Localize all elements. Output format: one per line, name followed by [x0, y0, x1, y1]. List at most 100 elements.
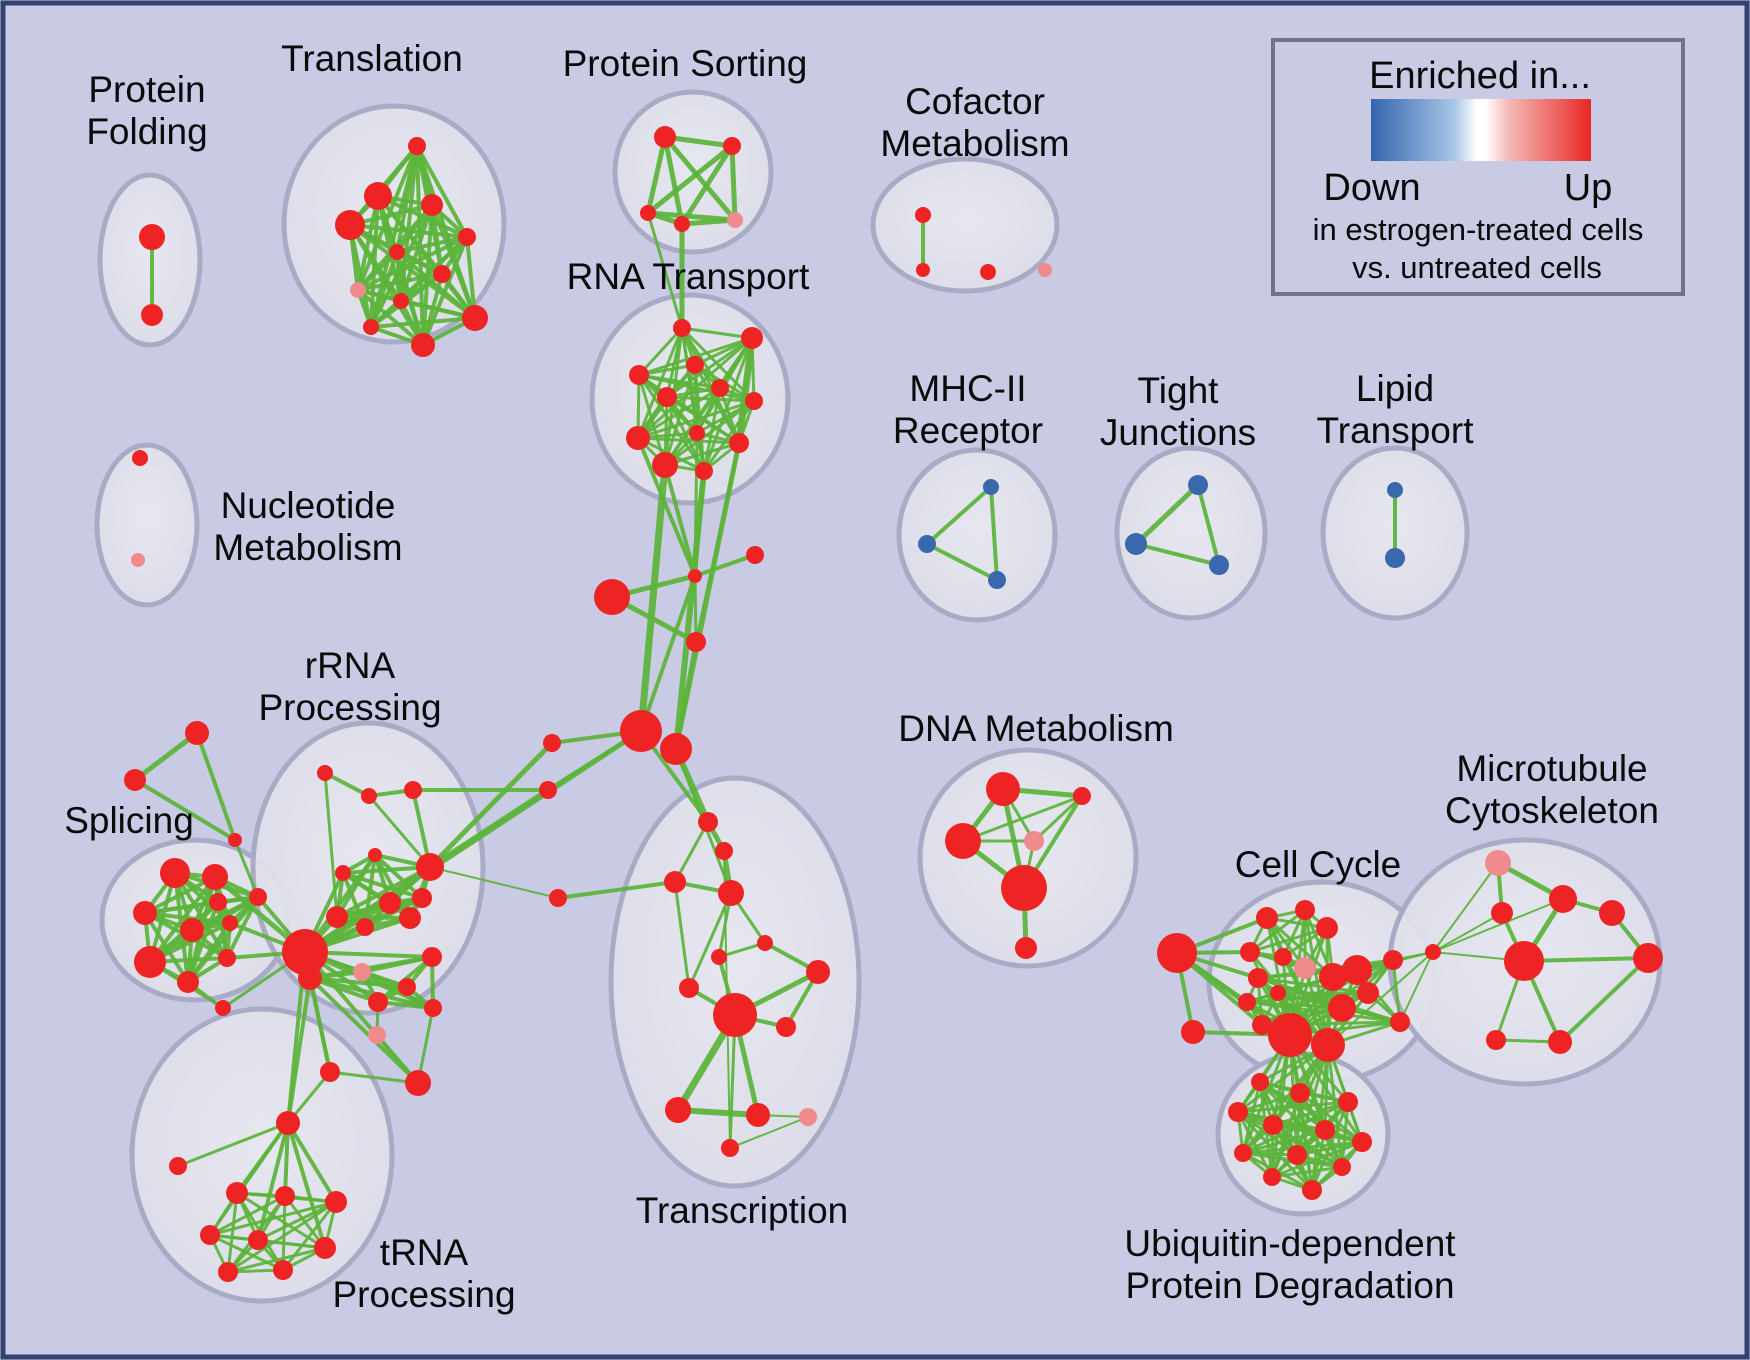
node-r12: [368, 992, 388, 1012]
node-rt9: [689, 425, 705, 441]
edge: [679, 217, 738, 227]
node-r16: [405, 1070, 431, 1096]
edge: [427, 740, 555, 870]
edge: [415, 144, 469, 239]
cluster-label-nucleotide-metabolism: Nucleotide: [221, 485, 396, 526]
node-cc2: [1256, 907, 1278, 929]
edge: [369, 250, 399, 329]
cluster-label-tight-junctions: Tight: [1138, 370, 1220, 411]
node-u7: [1352, 1132, 1372, 1152]
node-R1b: [298, 966, 322, 990]
node-s1: [185, 721, 209, 745]
node-tr14: [799, 1108, 817, 1126]
node-s3: [228, 833, 242, 847]
node-m1: [688, 569, 702, 583]
node-rt5: [657, 387, 677, 407]
edge: [356, 272, 444, 292]
edge: [256, 1200, 338, 1242]
node-s13: [218, 949, 236, 967]
node-s7: [180, 918, 204, 942]
edge: [308, 976, 420, 1085]
node-m3: [594, 579, 630, 615]
node-rt12: [695, 462, 713, 480]
node-mt7: [1548, 1030, 1572, 1054]
node-c3: [980, 264, 996, 280]
node-cc9: [1248, 968, 1268, 988]
node-tj1: [1188, 475, 1208, 495]
node-r15: [320, 1062, 340, 1082]
edge: [636, 436, 697, 578]
node-m4: [686, 632, 706, 652]
node-T8: [273, 1260, 293, 1280]
node-mt1: [1485, 850, 1511, 876]
edge: [637, 461, 669, 735]
edge: [226, 1246, 327, 1274]
edge: [1326, 958, 1395, 1047]
edge: [925, 542, 999, 582]
node-mt5: [1599, 900, 1625, 926]
edge: [662, 134, 738, 223]
node-ps4: [674, 216, 690, 232]
cluster-label-ubiquitin-degradation: Ubiquitin-dependent: [1124, 1223, 1456, 1264]
node-c2: [916, 263, 930, 277]
edge: [176, 1121, 290, 1168]
edge: [636, 386, 722, 440]
edge: [1522, 956, 1650, 963]
node-ps5: [727, 212, 743, 228]
legend-box: [1271, 38, 1685, 296]
edge: [341, 871, 367, 929]
edge: [323, 771, 339, 919]
cluster-label-translation: Translation: [281, 38, 463, 79]
node-s5: [202, 864, 228, 890]
cluster-label-protein-folding: Folding: [86, 111, 207, 152]
node-u4: [1228, 1102, 1248, 1122]
node-r6: [379, 892, 401, 914]
node-s9: [209, 893, 227, 911]
edge: [729, 143, 738, 223]
edge: [729, 1116, 809, 1149]
node-t5: [458, 228, 476, 246]
node-T5: [248, 1230, 268, 1250]
node-cc17: [1390, 1012, 1410, 1032]
edge: [373, 853, 424, 900]
edge: [1236, 1100, 1350, 1114]
edge: [186, 900, 220, 984]
node-cc12: [1252, 1015, 1272, 1035]
cluster-label-protein-sorting: Protein Sorting: [563, 43, 808, 84]
edge: [637, 326, 684, 377]
node-mtc: [1425, 944, 1441, 960]
edge: [693, 469, 706, 578]
node-T1: [226, 1182, 248, 1204]
legend-subtitle-line2: vs. untreated cells: [1352, 250, 1602, 285]
node-tr10: [713, 993, 757, 1037]
node-tr3: [664, 871, 686, 893]
edge: [675, 1107, 761, 1118]
cluster-label-microtubule-cytoskeleton: Microtubule: [1456, 748, 1647, 789]
edge: [1432, 898, 1564, 953]
node-c4: [1038, 263, 1052, 277]
node-s11: [134, 946, 166, 978]
node-r18: [335, 865, 351, 881]
node-rt2: [741, 327, 763, 349]
node-t8: [350, 282, 366, 298]
edge: [637, 373, 706, 473]
edge: [663, 399, 756, 467]
edge: [235, 1191, 327, 1250]
edge: [348, 223, 373, 329]
edge: [663, 363, 697, 467]
edge: [1236, 1043, 1330, 1114]
node-mt8: [1486, 1030, 1506, 1050]
edge: [286, 1121, 338, 1204]
edge: [465, 235, 477, 320]
edge: [1391, 958, 1402, 1024]
node-d5: [1001, 865, 1047, 911]
node-T0: [276, 1111, 300, 1135]
cluster-label-trna-processing: tRNA: [380, 1232, 469, 1273]
node-u2: [1290, 1083, 1310, 1103]
cluster-label-ubiquitin-degradation: Protein Degradation: [1125, 1265, 1454, 1306]
node-rt11: [652, 452, 678, 478]
node-n1: [132, 450, 148, 466]
node-cc3: [1295, 900, 1315, 920]
node-T6: [314, 1237, 336, 1259]
